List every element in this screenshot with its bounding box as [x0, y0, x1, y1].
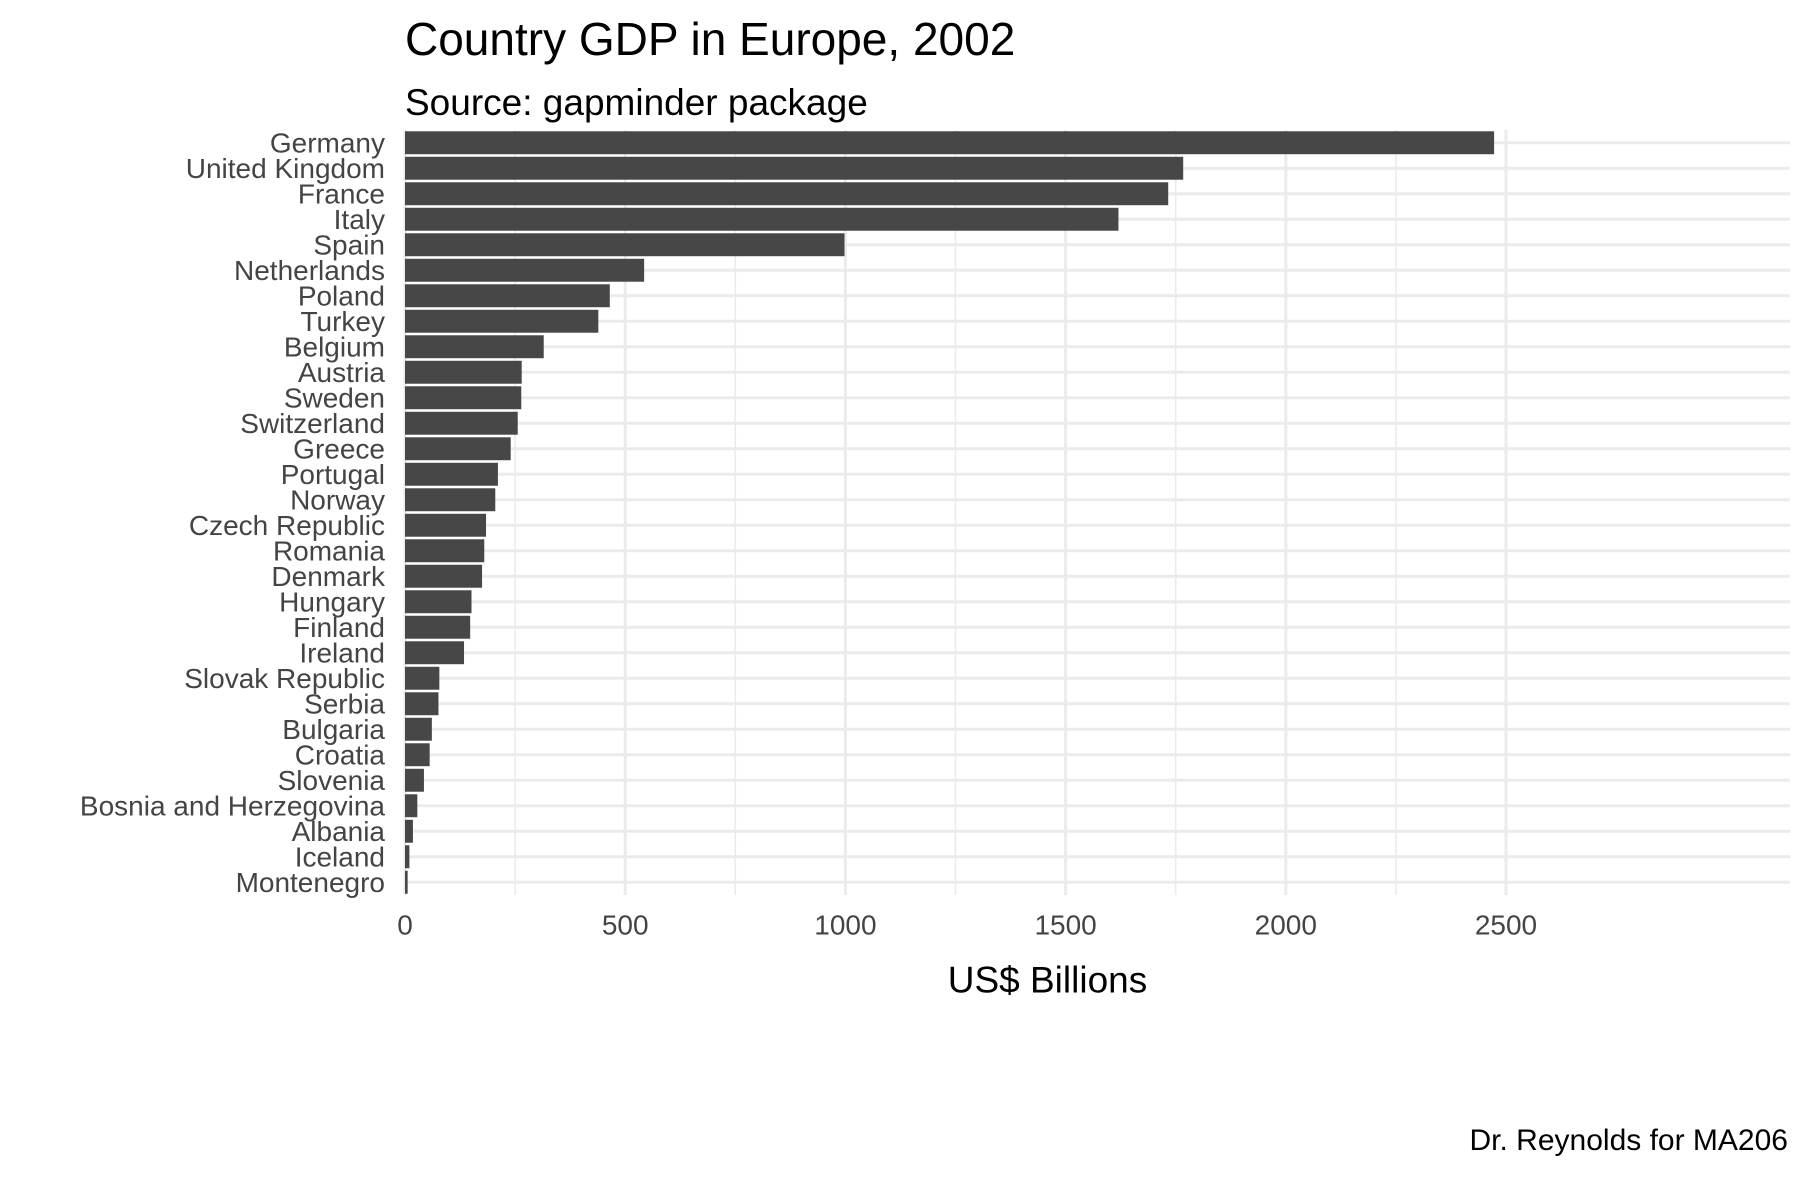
bar: [405, 768, 424, 792]
category-label: Spain: [313, 229, 385, 260]
category-label: Romania: [273, 535, 385, 566]
x-tick-label: 2000: [1255, 910, 1317, 941]
chart-title: Country GDP in Europe, 2002: [405, 13, 1016, 65]
bar: [405, 411, 518, 435]
category-label: France: [298, 178, 385, 209]
bar: [405, 845, 410, 869]
x-tick-label: 0: [397, 910, 413, 941]
bar: [405, 794, 418, 818]
bar: [405, 258, 645, 282]
category-label: Greece: [293, 433, 385, 464]
category-label: Montenegro: [236, 867, 385, 898]
bar: [405, 564, 483, 588]
category-label: Norway: [290, 484, 385, 515]
category-label: Finland: [293, 612, 385, 643]
x-axis-title: US$ Billions: [948, 960, 1147, 1001]
category-label: United Kingdom: [186, 153, 385, 184]
bar: [405, 743, 430, 767]
bar: [405, 666, 440, 690]
bar: [405, 207, 1119, 231]
category-label: Bulgaria: [282, 714, 385, 745]
category-label: Poland: [298, 280, 385, 311]
x-tick-label: 500: [602, 910, 649, 941]
category-label: Austria: [298, 357, 386, 388]
category-label: Czech Republic: [189, 510, 385, 541]
category-label: Bosnia and Herzegovina: [80, 790, 386, 821]
category-label: Turkey: [300, 306, 385, 337]
bar: [405, 819, 413, 843]
category-label: Germany: [270, 127, 385, 158]
bar: [405, 870, 408, 894]
category-label: Sweden: [284, 382, 385, 413]
bar: [405, 131, 1495, 155]
category-label: Ireland: [299, 637, 385, 668]
bar: [405, 335, 544, 359]
bar: [405, 386, 522, 410]
category-label: Iceland: [295, 841, 385, 872]
chart-caption: Dr. Reynolds for MA206: [1469, 1124, 1788, 1157]
x-tick-label: 1500: [1034, 910, 1096, 941]
category-label: Albania: [292, 816, 386, 847]
bar: [405, 615, 471, 639]
category-label: Slovenia: [278, 765, 386, 796]
bar: [405, 692, 439, 716]
category-label: Croatia: [295, 739, 386, 770]
bar: [405, 513, 487, 537]
x-tick-label: 2500: [1475, 910, 1537, 941]
bar: [405, 233, 845, 257]
bar: [405, 590, 472, 614]
bar: [405, 360, 522, 384]
bar: [405, 717, 432, 741]
category-label: Italy: [334, 204, 385, 235]
bar: [405, 641, 465, 665]
chart-subtitle: Source: gapminder package: [405, 82, 868, 123]
category-label: Portugal: [281, 459, 385, 490]
bar: [405, 284, 610, 308]
bar: [405, 462, 498, 486]
category-label: Belgium: [284, 331, 385, 362]
category-label: Hungary: [279, 586, 385, 617]
x-tick-label: 1000: [814, 910, 876, 941]
bar: [405, 309, 599, 333]
bar: [405, 182, 1169, 206]
bar: [405, 156, 1184, 180]
bar: [405, 488, 496, 512]
category-label: Netherlands: [234, 255, 385, 286]
bar: [405, 437, 511, 461]
bar: [405, 539, 485, 563]
category-label: Slovak Republic: [184, 663, 385, 694]
category-label: Denmark: [271, 561, 386, 592]
category-label: Serbia: [304, 688, 385, 719]
category-label: Switzerland: [240, 408, 385, 439]
